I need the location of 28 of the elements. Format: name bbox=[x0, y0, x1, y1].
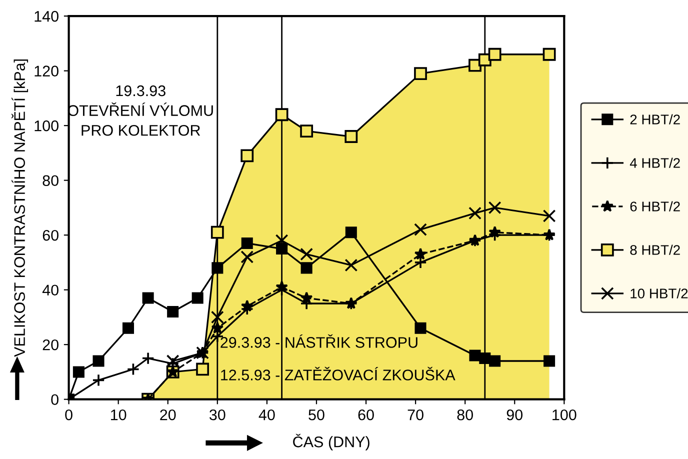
y-tick-label: 60 bbox=[42, 230, 58, 241]
x-axis-title: ČAS (DNY) bbox=[293, 434, 370, 450]
legend-label: 10 HBT/2 bbox=[630, 288, 688, 298]
x-tick-label: 90 bbox=[506, 409, 523, 420]
annotation: 12.5.93 - ZATĚŽOVACÍ ZKOUŠKA bbox=[221, 366, 456, 380]
x-tick-label: 0 bbox=[65, 409, 72, 420]
y-tick-label: 140 bbox=[34, 10, 58, 22]
y-tick-label: 120 bbox=[34, 66, 58, 77]
x-tick-label: 100 bbox=[552, 409, 576, 420]
y-tick-label: 40 bbox=[42, 284, 58, 296]
y-tick-label: 20 bbox=[42, 339, 58, 350]
x-tick-label: 10 bbox=[111, 409, 126, 420]
x-tick-label: 80 bbox=[457, 409, 473, 420]
legend-label: 2 HBT/2 bbox=[630, 114, 680, 124]
legend-label: 4 HBT/2 bbox=[630, 158, 680, 168]
y-tick-label: 0 bbox=[51, 394, 58, 406]
annotation: 29.3.93 - NÁSTŘIK STROPU bbox=[220, 334, 418, 348]
y-tick-label: 100 bbox=[34, 120, 58, 132]
y-axis-title: VELIKOST KONTRASTNÍHO NAPĚTÍ [kPa] bbox=[12, 60, 28, 357]
legend-label: 8 HBT/2 bbox=[630, 244, 680, 255]
x-tick-label: 40 bbox=[258, 409, 275, 420]
x-tick-label: 60 bbox=[358, 409, 374, 420]
x-tick-label: 20 bbox=[160, 409, 176, 420]
x-tick-label: 30 bbox=[209, 409, 226, 420]
x-tick-label: 50 bbox=[308, 409, 324, 420]
y-tick-label: 80 bbox=[42, 175, 58, 186]
legend-label: 6 HBT/2 bbox=[630, 201, 680, 212]
x-tick-label: 70 bbox=[408, 409, 424, 420]
